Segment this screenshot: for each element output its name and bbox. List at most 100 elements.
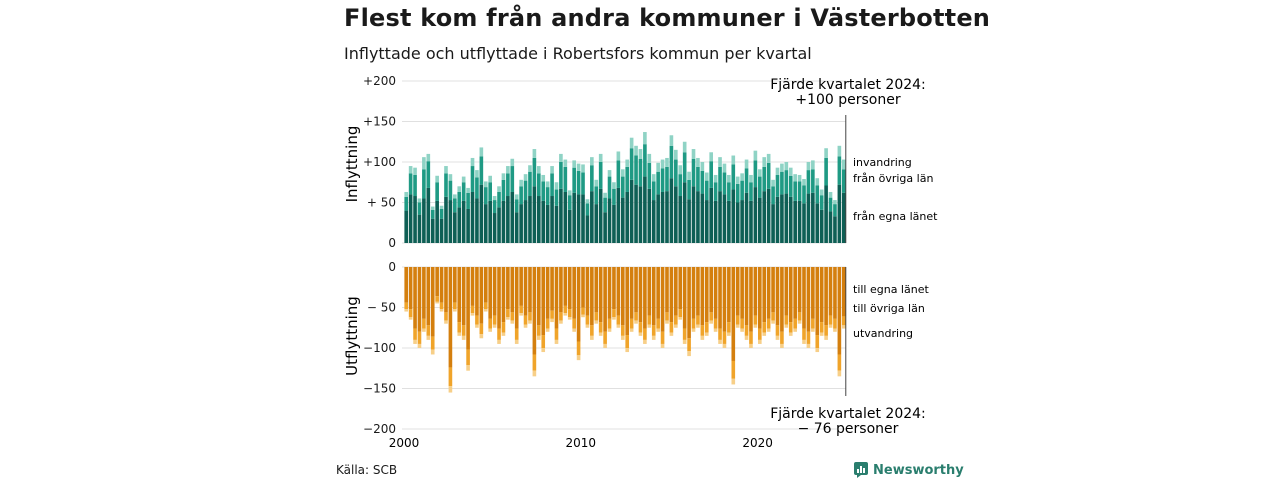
series-label-fran-egna-lanet: från egna länet — [853, 210, 938, 223]
bar-in-other — [824, 157, 828, 186]
bar-in-abroad — [625, 159, 630, 167]
bar-in-other — [669, 145, 674, 179]
bar-out-other — [766, 318, 771, 329]
bar-in-abroad — [841, 159, 846, 170]
bar-out-abroad — [749, 343, 753, 348]
bar-out-other — [483, 302, 488, 310]
bar-out-other — [479, 323, 484, 335]
bar-in-own — [453, 212, 457, 243]
bar-in-own — [550, 196, 554, 243]
bar-out-abroad — [567, 317, 572, 320]
bar-out-other — [594, 312, 599, 321]
y-tick-label-outflow: −200 — [363, 422, 396, 436]
bar-in-own — [660, 191, 665, 243]
bar-out-own — [762, 267, 767, 323]
bar-in-other — [475, 177, 479, 199]
bar-in-other — [536, 173, 541, 197]
bar-in-other — [775, 174, 780, 197]
bar-in-other — [638, 158, 643, 187]
bar-out-other — [629, 318, 634, 329]
bar-in-other — [510, 166, 515, 192]
bar-out-abroad — [660, 343, 665, 348]
bar-out-abroad — [696, 324, 700, 328]
bar-out-other — [656, 318, 660, 329]
bar-in-abroad — [466, 187, 470, 193]
bar-in-other — [771, 186, 775, 205]
bar-out-abroad — [616, 324, 621, 328]
bar-in-other — [603, 197, 607, 213]
bar-in-own — [581, 194, 585, 243]
bar-out-own — [811, 267, 815, 319]
bar-out-abroad — [528, 320, 532, 324]
bar-in-other — [563, 166, 568, 192]
bar-in-abroad — [585, 199, 590, 204]
bar-out-own — [788, 267, 793, 323]
bar-out-abroad — [656, 328, 660, 332]
bar-out-abroad — [651, 335, 656, 340]
bar-out-abroad — [612, 317, 616, 320]
bar-out-own — [656, 267, 660, 319]
bar-in-abroad — [669, 135, 674, 146]
series-label-invandring: invandring — [853, 156, 912, 169]
bar-out-abroad — [417, 343, 422, 348]
bar-in-other — [550, 173, 554, 197]
bar-in-own — [413, 196, 417, 243]
bar-out-other — [815, 335, 820, 348]
bar-in-abroad — [448, 174, 453, 181]
bar-out-abroad — [780, 343, 784, 348]
bar-in-own — [762, 191, 767, 243]
bar-in-abroad — [682, 141, 687, 153]
bar-in-abroad — [563, 159, 568, 167]
bar-in-own — [444, 196, 448, 243]
bar-in-abroad — [523, 174, 528, 181]
bar-in-abroad — [479, 147, 484, 157]
bar-in-abroad — [678, 165, 683, 175]
bar-in-own — [793, 200, 797, 243]
bar-in-own — [461, 200, 466, 243]
bar-in-other — [466, 192, 470, 209]
bar-in-other — [404, 196, 409, 211]
bar-in-other — [479, 156, 484, 185]
bar-out-own — [506, 267, 510, 310]
bar-in-own — [523, 200, 528, 243]
bar-out-other — [497, 328, 501, 340]
bar-in-abroad — [536, 166, 541, 174]
bar-in-other — [501, 179, 506, 201]
bar-in-own — [554, 205, 559, 243]
bar-out-own — [559, 267, 563, 313]
bar-in-abroad — [704, 172, 709, 181]
bar-out-other — [475, 315, 479, 325]
bar-out-other — [625, 335, 630, 348]
bar-in-own — [819, 209, 824, 243]
bar-out-other — [700, 325, 705, 336]
bar-out-own — [594, 267, 599, 313]
bar-in-own — [651, 200, 656, 243]
bar-out-other — [430, 336, 435, 350]
bar-out-other — [550, 310, 554, 319]
bar-out-abroad — [497, 339, 501, 344]
bar-out-own — [837, 267, 842, 355]
bar-in-own — [757, 197, 762, 243]
bar-in-abroad — [453, 194, 457, 199]
bar-out-abroad — [426, 335, 431, 340]
bar-out-other — [678, 309, 683, 318]
bar-in-abroad — [766, 153, 771, 163]
bar-in-other — [762, 166, 767, 192]
bar-in-other — [576, 170, 581, 195]
bar-in-own — [678, 196, 683, 243]
bar-out-own — [576, 267, 581, 342]
bar-out-other — [541, 335, 546, 348]
bar-out-other — [444, 312, 448, 321]
bar-out-other — [828, 315, 833, 325]
bar-out-other — [563, 305, 568, 314]
bar-out-own — [497, 267, 501, 329]
newsworthy-logo: Newsworthy — [854, 462, 964, 478]
bar-in-own — [700, 193, 705, 243]
bar-out-own — [612, 267, 616, 310]
bar-out-own — [687, 267, 691, 339]
bar-out-other — [572, 318, 576, 329]
bar-in-other — [488, 182, 493, 201]
bar-in-other — [678, 174, 683, 197]
bar-in-other — [634, 155, 638, 185]
bar-in-other — [841, 169, 846, 193]
